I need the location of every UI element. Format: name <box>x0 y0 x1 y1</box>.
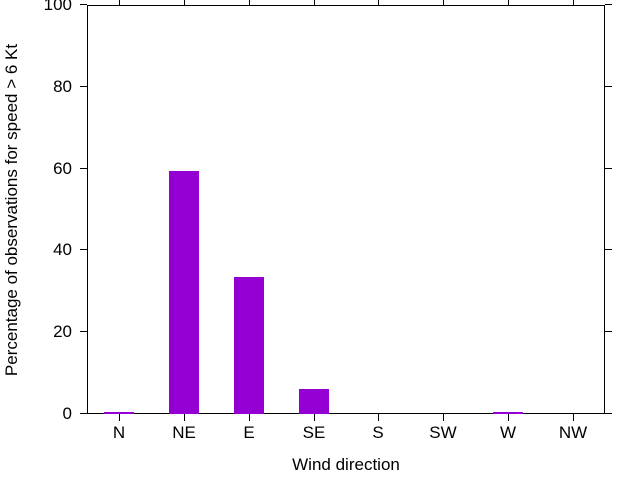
x-tick-bottom-E <box>249 414 250 421</box>
y-tick-label-20: 20 <box>53 322 72 341</box>
x-tick-label-E: E <box>243 423 255 442</box>
x-tick-top-NW <box>573 0 574 5</box>
y-tick-left-60 <box>80 168 87 169</box>
x-tick-top-S <box>378 0 379 5</box>
x-tick-bottom-N <box>119 414 120 421</box>
y-tick-right-80 <box>605 86 612 87</box>
x-tick-top-E <box>249 0 250 5</box>
y-tick-right-100 <box>605 4 612 5</box>
x-tick-bottom-SW <box>443 414 444 421</box>
x-tick-label-NE: NE <box>172 423 196 442</box>
y-tick-label-80: 80 <box>53 77 72 96</box>
x-tick-top-W <box>508 0 509 5</box>
x-tick-label-S: S <box>372 423 384 442</box>
y-tick-label-0: 0 <box>62 404 72 423</box>
y-tick-label-40: 40 <box>53 240 72 259</box>
plot-area <box>87 5 605 414</box>
y-tick-right-0 <box>605 413 612 414</box>
y-tick-right-40 <box>605 249 612 250</box>
x-tick-bottom-SE <box>314 414 315 421</box>
x-axis-label: Wind direction <box>292 455 400 474</box>
y-tick-right-60 <box>605 168 612 169</box>
y-tick-left-100 <box>80 4 87 5</box>
x-tick-label-NW: NW <box>558 423 588 442</box>
x-tick-bottom-NE <box>184 414 185 421</box>
x-tick-label-SE: SE <box>302 423 326 442</box>
y-tick-left-80 <box>80 86 87 87</box>
bar-E <box>234 277 264 414</box>
x-tick-bottom-NW <box>573 414 574 421</box>
y-tick-left-20 <box>80 331 87 332</box>
x-tick-bottom-S <box>378 414 379 421</box>
x-tick-top-N <box>119 0 120 5</box>
x-tick-top-NE <box>184 0 185 5</box>
y-axis-label: Percentage of observations for speed > 6… <box>2 43 21 377</box>
bar-N <box>104 412 134 414</box>
bar-NE <box>169 171 199 414</box>
x-tick-label-N: N <box>112 423 126 442</box>
x-tick-top-SE <box>314 0 315 5</box>
y-tick-label-100: 100 <box>43 0 72 14</box>
y-tick-label-60: 60 <box>53 159 72 178</box>
x-tick-bottom-W <box>508 414 509 421</box>
bar-SE <box>299 389 329 414</box>
y-tick-left-40 <box>80 249 87 250</box>
bar-W <box>493 412 523 414</box>
y-tick-left-0 <box>80 413 87 414</box>
x-tick-top-SW <box>443 0 444 5</box>
y-tick-right-20 <box>605 331 612 332</box>
x-tick-label-W: W <box>499 423 517 442</box>
x-tick-label-SW: SW <box>429 423 457 442</box>
